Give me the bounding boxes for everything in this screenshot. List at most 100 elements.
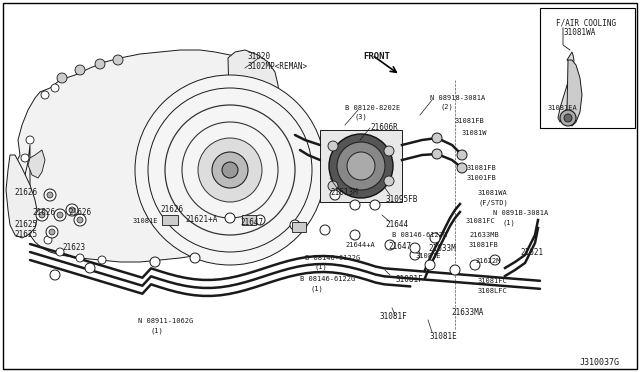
Circle shape xyxy=(46,226,58,238)
Circle shape xyxy=(347,152,375,180)
Text: 31081FC: 31081FC xyxy=(478,278,508,284)
Circle shape xyxy=(225,213,235,223)
Circle shape xyxy=(135,75,325,265)
Circle shape xyxy=(74,214,86,226)
Circle shape xyxy=(51,84,59,92)
Text: 31095FB: 31095FB xyxy=(385,195,417,204)
Circle shape xyxy=(39,212,45,218)
Circle shape xyxy=(57,212,63,218)
Circle shape xyxy=(98,256,106,264)
Circle shape xyxy=(49,229,55,235)
Text: 21626: 21626 xyxy=(68,208,91,217)
Text: 21613M: 21613M xyxy=(330,188,358,197)
Circle shape xyxy=(41,91,49,99)
Circle shape xyxy=(457,163,467,173)
Text: 21626: 21626 xyxy=(14,188,37,197)
Text: (F/STD): (F/STD) xyxy=(478,199,508,205)
Circle shape xyxy=(54,209,66,221)
Circle shape xyxy=(44,236,52,244)
Circle shape xyxy=(21,154,29,162)
Circle shape xyxy=(384,176,394,186)
Text: 3108LFC: 3108LFC xyxy=(478,288,508,294)
Text: 21644+A: 21644+A xyxy=(345,242,375,248)
Text: 21621+A: 21621+A xyxy=(185,215,218,224)
Text: 31020: 31020 xyxy=(248,52,271,61)
Circle shape xyxy=(320,225,330,235)
Text: 21633MB: 21633MB xyxy=(469,232,499,238)
Circle shape xyxy=(564,114,572,122)
Text: 31001FB: 31001FB xyxy=(467,175,497,181)
Circle shape xyxy=(47,192,53,198)
Circle shape xyxy=(450,265,460,275)
Circle shape xyxy=(69,207,75,213)
Text: J310037G: J310037G xyxy=(580,358,620,367)
Text: 31081WA: 31081WA xyxy=(563,28,595,37)
Circle shape xyxy=(328,141,338,151)
Text: B 08146-6122G: B 08146-6122G xyxy=(305,255,360,261)
Text: (3): (3) xyxy=(355,114,368,121)
Text: 31081F: 31081F xyxy=(380,312,408,321)
Circle shape xyxy=(212,152,248,188)
Circle shape xyxy=(385,240,395,250)
Circle shape xyxy=(430,233,440,243)
Bar xyxy=(242,215,256,225)
Bar xyxy=(292,222,306,232)
Circle shape xyxy=(255,215,265,225)
Text: 21626: 21626 xyxy=(160,205,183,214)
Circle shape xyxy=(330,190,340,200)
Polygon shape xyxy=(28,150,45,178)
Text: B 08146-6122G: B 08146-6122G xyxy=(392,232,447,238)
Text: 31081FC: 31081FC xyxy=(466,218,496,224)
Circle shape xyxy=(328,181,338,191)
Text: 31081W: 31081W xyxy=(462,130,488,136)
Circle shape xyxy=(77,217,83,223)
Text: 31081EA: 31081EA xyxy=(548,105,578,111)
Text: B 08146-6122G: B 08146-6122G xyxy=(300,276,355,282)
Circle shape xyxy=(190,253,200,263)
Text: 21621: 21621 xyxy=(520,248,543,257)
Circle shape xyxy=(198,138,262,202)
Text: 21647: 21647 xyxy=(388,242,411,251)
Circle shape xyxy=(44,189,56,201)
Circle shape xyxy=(113,55,123,65)
Circle shape xyxy=(457,150,467,160)
Text: 31081E: 31081E xyxy=(133,218,159,224)
Text: 21647: 21647 xyxy=(240,218,263,227)
Circle shape xyxy=(370,200,380,210)
Polygon shape xyxy=(6,155,38,238)
Circle shape xyxy=(560,110,576,126)
Circle shape xyxy=(432,133,442,143)
Circle shape xyxy=(66,204,78,216)
Circle shape xyxy=(432,149,442,159)
Circle shape xyxy=(50,270,60,280)
Text: 21622M: 21622M xyxy=(475,258,500,264)
Text: 21633MA: 21633MA xyxy=(451,308,483,317)
Text: 31081E: 31081E xyxy=(416,253,442,259)
Text: N 08918-3081A: N 08918-3081A xyxy=(430,95,485,101)
Text: N 0891B-3081A: N 0891B-3081A xyxy=(493,210,548,216)
Polygon shape xyxy=(228,50,282,210)
Text: 31081WA: 31081WA xyxy=(478,190,508,196)
Circle shape xyxy=(490,255,500,265)
Text: 21633M: 21633M xyxy=(428,244,456,253)
Text: 31081F: 31081F xyxy=(395,275,423,284)
Text: 21606R: 21606R xyxy=(370,123,397,132)
Text: 3102MP<REMAN>: 3102MP<REMAN> xyxy=(248,62,308,71)
Circle shape xyxy=(290,220,300,230)
Text: FRONT: FRONT xyxy=(363,52,390,61)
Circle shape xyxy=(470,260,480,270)
Text: (1): (1) xyxy=(315,264,328,270)
Circle shape xyxy=(350,230,360,240)
Text: 31081FB: 31081FB xyxy=(467,165,497,171)
Circle shape xyxy=(410,250,420,260)
Circle shape xyxy=(36,209,48,221)
Text: 21626: 21626 xyxy=(32,208,55,217)
Circle shape xyxy=(329,134,393,198)
Text: 21625: 21625 xyxy=(14,230,37,239)
Circle shape xyxy=(150,257,160,267)
Circle shape xyxy=(76,254,84,262)
Circle shape xyxy=(56,248,64,256)
Circle shape xyxy=(337,142,385,190)
Polygon shape xyxy=(10,50,282,262)
Text: (2): (2) xyxy=(440,104,452,110)
